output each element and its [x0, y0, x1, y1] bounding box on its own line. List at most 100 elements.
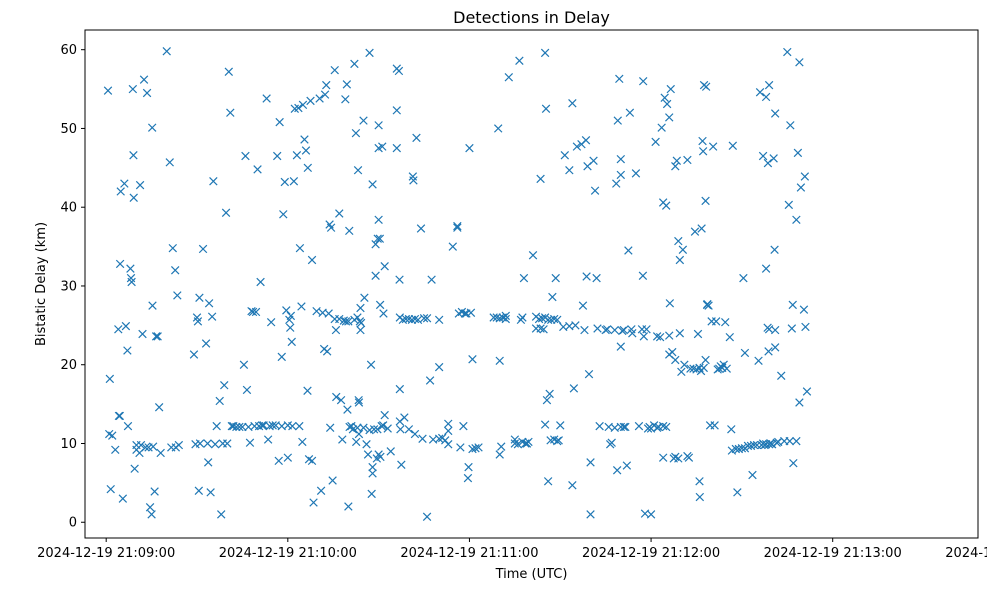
x-axis-label: Time (UTC)	[495, 567, 568, 582]
data-point	[777, 371, 786, 380]
data-point	[136, 440, 146, 450]
data-point	[513, 440, 523, 449]
data-point	[569, 384, 579, 393]
data-point	[371, 271, 380, 280]
data-point	[763, 158, 773, 168]
data-point	[761, 92, 771, 102]
data-point	[674, 454, 683, 463]
data-point	[634, 421, 644, 431]
data-point	[121, 321, 131, 331]
data-point	[354, 429, 364, 439]
data-point	[344, 317, 353, 326]
data-point	[787, 324, 797, 333]
data-point	[328, 476, 337, 485]
data-point	[306, 96, 315, 106]
data-point	[275, 117, 284, 127]
x-axis: 2024-12-19 21:09:00 2024-12-19 21:10:00 20…	[37, 538, 987, 561]
data-point	[422, 314, 432, 323]
data-point	[554, 436, 563, 445]
data-point	[224, 67, 234, 76]
data-point	[540, 48, 550, 58]
data-point	[638, 76, 648, 86]
data-point	[665, 299, 675, 308]
data-point	[162, 47, 171, 56]
data-point	[262, 94, 271, 103]
data-point	[586, 458, 595, 467]
data-point	[154, 403, 164, 412]
data-point	[548, 292, 557, 302]
data-point	[368, 462, 377, 472]
y-axis-label: Bistatic Delay (km)	[34, 222, 49, 346]
data-point	[173, 291, 182, 300]
data-point	[737, 443, 747, 453]
data-point	[395, 384, 405, 394]
data-point	[366, 360, 376, 369]
data-point	[320, 90, 330, 99]
data-point	[456, 443, 465, 452]
data-point	[286, 311, 296, 321]
data-point	[130, 464, 139, 473]
data-point	[589, 156, 598, 165]
data-point	[665, 113, 674, 122]
data-point	[331, 325, 341, 335]
data-point	[678, 245, 688, 254]
data-point	[516, 315, 526, 325]
data-point	[434, 315, 444, 325]
data-point	[553, 315, 562, 325]
data-point	[379, 309, 388, 318]
data-point	[701, 355, 710, 365]
data-point	[616, 154, 626, 164]
data-point	[375, 300, 385, 310]
data-point	[740, 348, 750, 358]
data-point	[335, 314, 344, 324]
data-point	[344, 502, 353, 511]
data-point	[418, 434, 427, 443]
data-point	[203, 458, 213, 467]
data-point	[536, 174, 545, 184]
data-point	[754, 356, 763, 366]
data-point	[761, 264, 771, 273]
data-point	[359, 116, 368, 125]
data-point	[711, 317, 721, 326]
data-point	[619, 325, 629, 335]
plot-area	[84, 29, 979, 539]
data-point	[580, 325, 589, 335]
data-point	[274, 456, 283, 466]
data-point	[312, 306, 321, 316]
data-point	[368, 180, 377, 189]
data-point	[215, 396, 224, 406]
data-point	[353, 165, 363, 175]
data-point	[642, 325, 651, 334]
data-point	[263, 435, 273, 444]
data-point	[216, 510, 226, 519]
data-point	[536, 324, 545, 333]
data-point	[232, 422, 241, 432]
data-point	[540, 420, 550, 429]
x-tick-label: 2024-12-19 21:09:00	[37, 546, 175, 561]
data-point	[693, 329, 703, 339]
data-point	[376, 452, 385, 462]
data-point	[661, 422, 671, 432]
data-point	[796, 183, 806, 192]
data-point	[551, 273, 560, 283]
data-point	[373, 234, 382, 243]
data-point	[348, 425, 358, 434]
data-point	[441, 436, 450, 445]
data-point	[666, 84, 675, 94]
data-point	[652, 332, 662, 341]
data-point	[427, 275, 436, 284]
data-point	[471, 443, 480, 453]
data-point	[710, 421, 719, 430]
data-point	[268, 421, 277, 430]
data-point	[151, 332, 161, 341]
data-point	[365, 48, 374, 58]
data-point	[572, 142, 582, 151]
data-point	[297, 302, 306, 311]
data-point	[128, 84, 138, 94]
data-point	[105, 374, 115, 384]
data-point	[465, 143, 474, 153]
data-point	[413, 315, 423, 325]
x-tick-label: 2024-12-19 21:12:00	[582, 546, 720, 561]
data-point	[695, 477, 704, 486]
